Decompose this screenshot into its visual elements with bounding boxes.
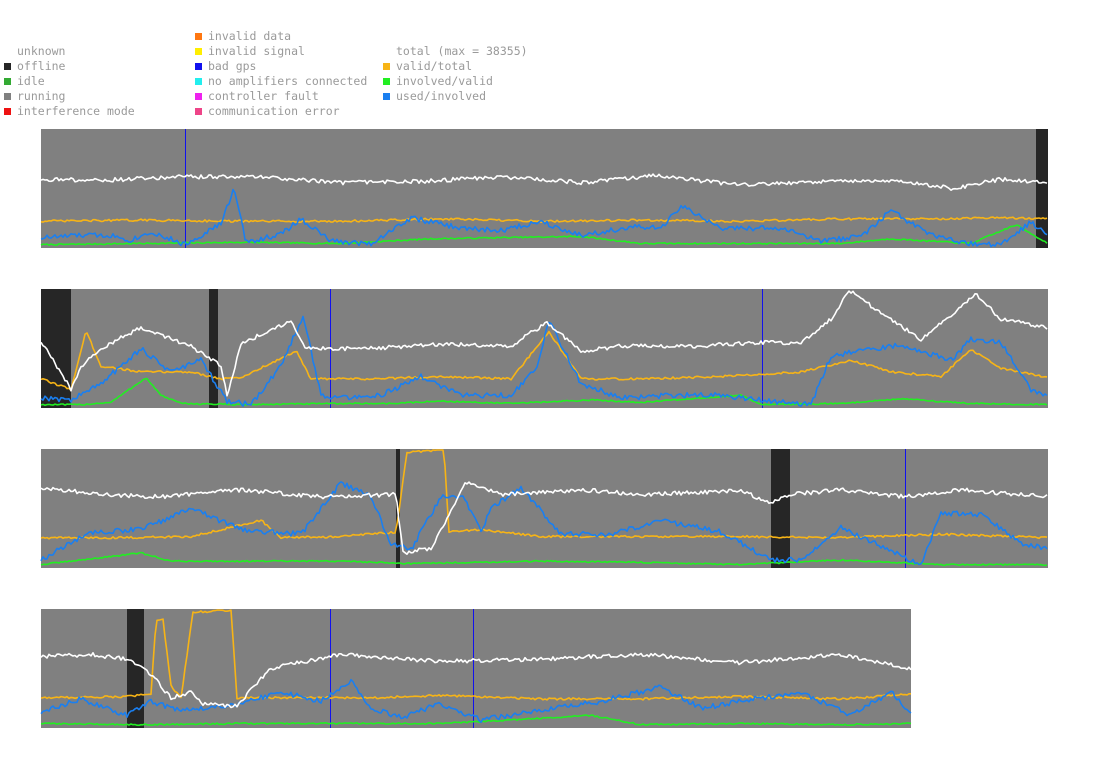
used-involved-line	[40, 188, 1048, 248]
running-background	[41, 609, 911, 728]
total-line	[40, 173, 1048, 191]
used-involved-line	[40, 481, 1048, 566]
used-involved-line	[40, 678, 912, 723]
legend-label: total (max = 38355)	[396, 44, 528, 58]
strip-chart-1	[40, 129, 1048, 248]
involved-valid-line	[40, 714, 912, 727]
legend-swatch	[383, 48, 390, 55]
legend-label: involved/valid	[396, 74, 493, 88]
offline-band	[209, 289, 218, 408]
involved-valid-line	[40, 551, 1048, 567]
legend-label: used/involved	[396, 89, 487, 103]
valid-total-line	[40, 609, 911, 701]
legend-swatch	[4, 93, 11, 100]
total-line	[40, 481, 1048, 555]
strip-chart-2	[40, 289, 1048, 408]
legend-label: controller fault	[208, 89, 319, 103]
legend-label: idle	[17, 74, 45, 88]
used-involved-line	[40, 315, 1048, 407]
legend-swatch	[383, 78, 390, 85]
legend-swatch	[4, 48, 11, 55]
running-background	[41, 289, 1048, 408]
valid-total-line	[40, 449, 1048, 540]
legend-label: communication error	[208, 104, 340, 118]
strip-chart-3	[40, 449, 1048, 568]
legend-swatch	[4, 78, 11, 85]
legend-label: invalid data	[208, 29, 292, 43]
offline-band	[771, 449, 790, 568]
legend-label: valid/total	[396, 59, 473, 73]
legend-swatch	[383, 63, 390, 70]
legend-label: invalid signal	[208, 44, 305, 58]
total-line	[40, 290, 1048, 397]
legend-swatch	[195, 108, 202, 115]
legend-swatch	[195, 93, 202, 100]
legend-label: interference mode	[17, 104, 135, 118]
legend-label: bad gps	[208, 59, 257, 73]
running-background	[41, 129, 1048, 248]
legend-swatch	[4, 63, 11, 70]
legend-label: offline	[17, 59, 66, 73]
strip-chart-4	[40, 609, 912, 728]
offline-band	[127, 609, 144, 728]
legend-swatch	[383, 93, 390, 100]
involved-valid-line	[40, 377, 1048, 407]
legend-label: unknown	[17, 44, 66, 58]
involved-valid-line	[40, 224, 1048, 246]
legend-swatch	[195, 78, 202, 85]
legend-swatch	[4, 108, 11, 115]
legend-swatch	[195, 48, 202, 55]
legend-label: no amplifiers connected	[208, 74, 368, 88]
total-line	[40, 652, 912, 709]
legend-swatch	[195, 33, 202, 40]
legend-label: running	[17, 89, 66, 103]
legend-swatch	[195, 63, 202, 70]
